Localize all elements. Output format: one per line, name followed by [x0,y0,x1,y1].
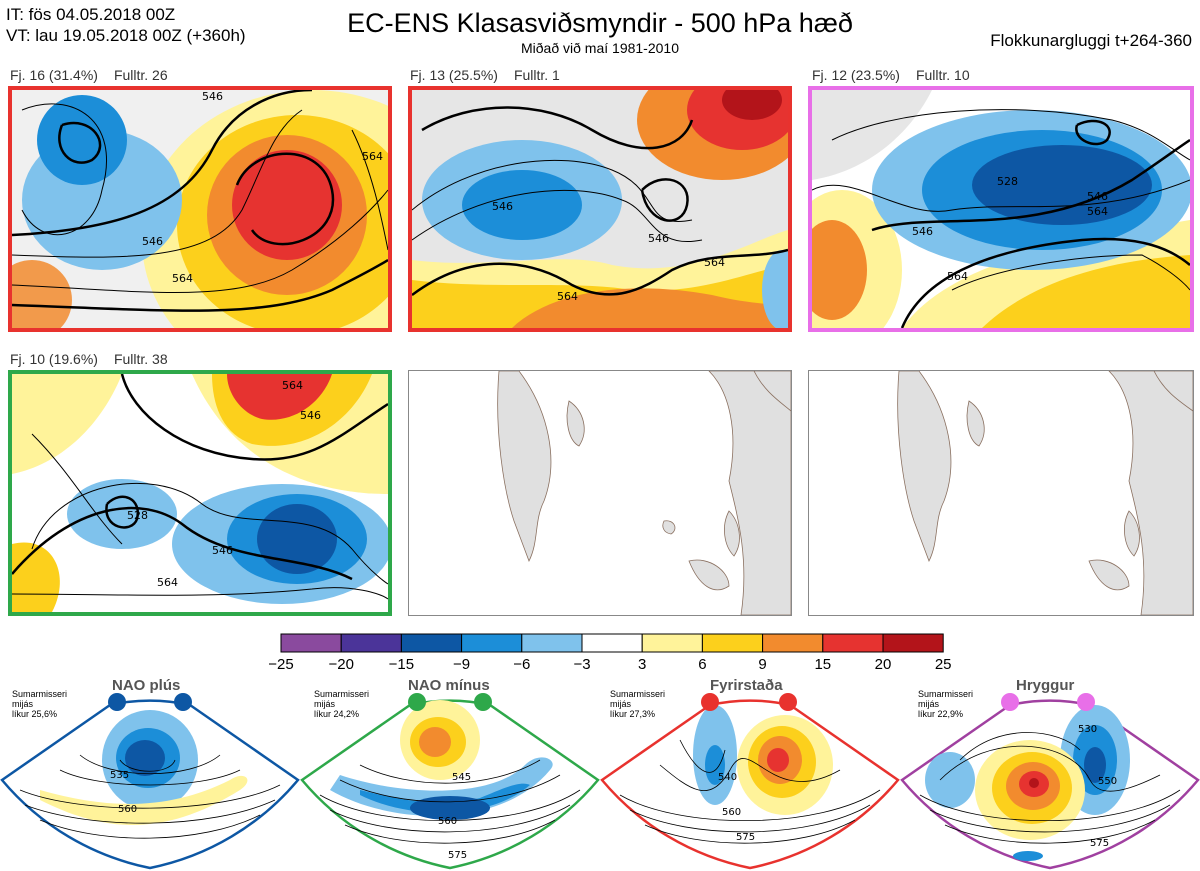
regime-nao-minus: 545 560 575 NAO mínus Sumarmisseri mijás l… [300,677,600,870]
panel-4-label: Fj. 10 (19.6%) Fulltr. 38 [10,351,184,367]
colorbar-tick-label: −9 [453,656,471,673]
colorbar-tick-label: 15 [814,656,832,673]
regime-2-title: NAO mínus [408,677,490,694]
initial-time: IT: fös 04.05.2018 00Z [6,5,176,24]
valid-time: VT: lau 19.05.2018 00Z (+360h) [6,26,246,45]
cluster-map-3[interactable]: 528 546 564 546 564 [808,86,1194,332]
panel-1-cluster: Fj. 16 (31.4%) [10,67,98,83]
panel-2-contour-564: 564 [704,256,725,269]
colorbar-tick-label: 20 [874,656,892,673]
panel-4-cluster: Fj. 10 (19.6%) [10,351,98,367]
panel-3-label: Fj. 12 (23.5%) Fulltr. 10 [812,67,986,83]
regime-1-stats: Sumarmisseri mijás líkur 25,6% [12,689,68,719]
panel-2-contour-546: 546 [492,200,513,213]
regime-2-contour-a: 545 [452,772,471,783]
panel-3-contour-546b: 546 [912,225,933,238]
panel-3-members: Fulltr. 10 [915,67,970,83]
regime-2-contour-b: 560 [438,816,457,827]
panel-2-contour-546b: 546 [648,232,669,245]
cluster-map-1[interactable]: 546 564 546 564 [8,86,392,332]
panel-4-contour-546: 546 [212,544,233,557]
regime-ridge: 530 550 575 Hryggur Sumarmisseri mijás lík… [900,677,1200,870]
regime-2-contour-c: 575 [448,850,467,861]
regime-2-stats: Sumarmisseri mijás líkur 24,2% [314,689,370,719]
regime-3-title: Fyrirstaða [710,677,783,694]
regime-4-contour-b: 550 [1098,776,1117,787]
colorbar-tick-label: 25 [934,656,952,673]
panel-1-contour-546: 546 [142,235,163,248]
panel-4-contour-564b: 564 [282,379,303,392]
colorbar-segment [701,633,764,653]
panel-1-contour-564b: 564 [362,150,383,163]
regime-4-contour-c: 575 [1090,838,1109,849]
page-title: EC-ENS Klasasviðsmyndir - 500 hPa hæð [347,8,853,38]
regime-3-stats: Sumarmisseri mijás líkur 27,3% [610,689,666,719]
panel-2-members: Fulltr. 1 [513,67,560,83]
colorbar-segment [400,633,463,653]
panel-2-cluster: Fj. 13 (25.5%) [410,67,498,83]
colorbar-tick-label: −15 [388,656,415,673]
panel-4-contour-564: 564 [157,576,178,589]
colorbar-segment [581,633,643,653]
panel-1-members: Fulltr. 26 [113,67,168,83]
cluster-map-4[interactable]: 528 546 564 546 564 [8,370,392,616]
panel-1-label: Fj. 16 (31.4%) Fulltr. 26 [10,67,184,83]
regime-1-contour-a: 535 [110,770,129,781]
empty-map-5 [408,370,792,616]
colorbar-tick-label: −25 [268,656,294,673]
panel-3-contour-564: 564 [1087,205,1108,218]
empty-map-6 [808,370,1194,616]
panel-1-contour-564: 564 [172,272,193,285]
panel-3-contour-528: 528 [997,175,1018,188]
colorbar-segment [822,633,884,653]
regime-4-contour-a: 530 [1078,724,1097,735]
colorbar-tick-label: −6 [513,656,531,673]
regime-3-contour-c: 575 [736,832,755,843]
panel-3-contour-546: 546 [1087,190,1108,203]
regime-1-contour-b: 560 [118,804,137,815]
colorbar-segment [280,633,342,653]
regime-1-title: NAO plús [112,677,181,694]
panel-3-cluster: Fj. 12 (23.5%) [812,67,900,83]
regime-blocking: 540 560 575 Fyrirstaða Sumarmisseri mijás… [600,677,900,870]
regime-4-stats: Sumarmisseri mijás líkur 22,9% [918,689,974,719]
colorbar-segment [340,633,402,653]
panel-4-members: Fulltr. 38 [113,351,168,367]
colorbar-segment [521,633,583,653]
clustering-window: Flokkunargluggi t+264-360 [990,31,1192,50]
header-info: IT: fös 04.05.2018 00Z VT: lau 19.05.201… [6,4,246,46]
regime-4-title: Hryggur [1016,677,1075,694]
regime-3-contour-b: 560 [722,807,741,818]
page-subtitle: Miðað við maí 1981-2010 [521,40,679,56]
panel-4-contour-528: 528 [127,509,148,522]
panel-3-contour-564b: 564 [947,270,968,283]
colorbar-tick-label: 6 [698,656,707,673]
colorbar-tick-label: −3 [573,656,591,673]
panel-2-contour-564b: 564 [557,290,578,303]
colorbar-segment [461,633,523,653]
colorbar-tick-label: 3 [638,656,647,673]
colorbar-segment [762,633,824,653]
regime-3-contour-a: 540 [718,772,737,783]
panel-2-label: Fj. 13 (25.5%) Fulltr. 1 [410,67,576,83]
cluster-map-2[interactable]: 546 546 564 564 [408,86,792,332]
colorbar-tick-label: −20 [328,656,354,673]
panel-4-contour-546b: 546 [300,409,321,422]
regime-nao-plus: 535 560 NAO plús Sumarmisseri mijás líkur … [0,677,300,870]
colorbar-tick-label: 9 [758,656,767,673]
panel-1-contour-546b: 546 [202,90,223,103]
colorbar [280,633,944,653]
colorbar-segment [641,633,703,653]
colorbar-segment [882,633,944,653]
